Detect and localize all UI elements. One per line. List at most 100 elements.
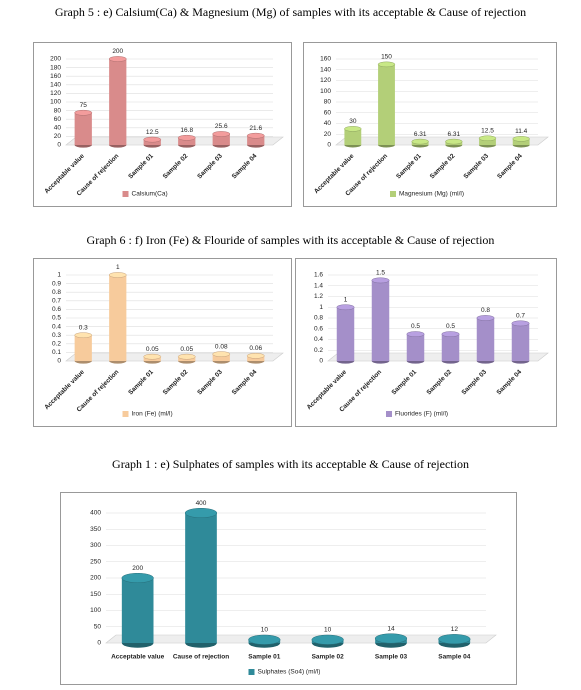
value-label: 0.8	[481, 307, 490, 314]
chart-box: 0 20 40 60 80 100 120 140 160 180 200 75 Acceptable …	[33, 42, 292, 207]
y-tick-label: 0	[97, 640, 101, 647]
x-tick-label: Sample 03	[196, 152, 224, 180]
caption: Graph 5 : e) Calsium(Ca) & Magnesium (Mg…	[54, 5, 527, 19]
x-tick-label: Sample 01	[127, 152, 155, 180]
bar	[371, 280, 390, 361]
y-tick-label: 1.2	[314, 293, 323, 300]
bar-cap	[512, 136, 530, 142]
y-tick-label: 60	[324, 109, 332, 116]
bar-cap	[311, 634, 344, 645]
x-tick-label: Sample 02	[425, 368, 453, 396]
value-label: 1	[116, 264, 120, 271]
value-label: 12.5	[481, 127, 494, 134]
value-label: 200	[112, 48, 123, 55]
y-tick-label: 180	[50, 64, 61, 71]
bar	[212, 354, 230, 361]
legend-swatch	[122, 411, 129, 417]
bar-cap	[74, 109, 93, 116]
value-label: 0.7	[516, 312, 525, 319]
bar-cap	[406, 331, 425, 337]
y-tick-label: 100	[320, 88, 331, 95]
chart-box: 0 0.1 0.2 0.3 0.4 0.5 0.6 0.7 0.8 0.9 1 0.3 Acceptab…	[33, 258, 292, 427]
bar-cap	[212, 131, 231, 137]
value-label: 6.31	[414, 131, 427, 138]
caption: Graph 6 : f) Iron (Fe) & Flouride of sam…	[86, 233, 495, 247]
value-label: 0.05	[180, 346, 193, 353]
chart-box: 0 50 100 150 200 250 300 350 400 200 Acceptable va…	[60, 492, 517, 685]
bar-cap	[143, 353, 162, 360]
y-tick-label: 60	[54, 116, 62, 123]
value-label: 11.4	[515, 128, 528, 135]
y-tick-label: 0.8	[314, 315, 323, 322]
bar	[511, 323, 530, 361]
y-tick-label: 120	[320, 77, 331, 84]
y-tick-label: 150	[90, 591, 101, 598]
y-tick-label: 0.6	[314, 325, 323, 332]
bar-cap	[248, 634, 281, 645]
legend-label: Magnesium (Mg) (ml/l)	[399, 191, 464, 198]
bar	[336, 307, 355, 361]
bar-cap	[246, 353, 265, 359]
y-tick-label: 20	[324, 131, 332, 138]
bar-cap	[177, 134, 196, 141]
chart: 00.10.20.30.40.50.60.70.80.910.3Acceptab…	[43, 264, 284, 418]
y-tick-label: 0.4	[52, 323, 61, 330]
y-tick-label: 100	[50, 99, 61, 106]
value-label: 6.31	[448, 131, 461, 138]
chart: 02040608010012014016018020075Acceptable …	[43, 48, 284, 198]
legend-swatch	[386, 411, 392, 417]
y-tick-label: 160	[320, 56, 331, 63]
y-tick-label: 1.6	[314, 272, 323, 279]
x-tick-label: Sample 04	[231, 368, 259, 396]
bar-cap	[108, 272, 127, 278]
y-tick-label: 0.2	[52, 341, 61, 348]
y-tick-label: 0.2	[314, 347, 323, 354]
x-tick-label: Sample 04	[438, 654, 471, 661]
value-label: 10	[261, 627, 269, 634]
bar-cap	[143, 136, 162, 143]
bar-cap	[445, 138, 463, 145]
bar-cap	[377, 61, 396, 68]
bar	[212, 133, 230, 145]
value-label: 1	[344, 296, 348, 303]
value-label: 25.6	[215, 123, 228, 130]
bar	[406, 334, 425, 361]
value-label: 0.3	[79, 324, 88, 331]
chart-box: 0 0.2 0.4 0.6 0.8 1 1.2 1.4 1.6 1 Acceptable value…	[295, 258, 557, 427]
bar	[74, 335, 92, 361]
y-tick-label: 0.1	[52, 349, 61, 356]
y-tick-label: 200	[50, 56, 61, 63]
bar	[121, 578, 154, 643]
y-tick-label: 0.3	[52, 332, 61, 339]
y-tick-label: 300	[90, 542, 101, 549]
y-tick-label: 350	[90, 526, 101, 533]
y-tick-label: 0	[319, 358, 323, 365]
y-tick-label: 160	[50, 73, 61, 80]
y-tick-label: 40	[324, 120, 332, 127]
x-tick-label: Sample 04	[231, 152, 259, 180]
x-tick-label: Sample 04	[496, 152, 524, 180]
bar	[74, 112, 92, 145]
bar-cap	[344, 126, 362, 132]
x-tick-label: Sample 03	[460, 368, 488, 396]
bar-cap	[371, 277, 390, 284]
y-tick-label: 400	[90, 510, 101, 517]
y-tick-label: 120	[50, 90, 61, 97]
x-tick-label: Sample 03	[196, 368, 224, 396]
value-label: 0.08	[215, 343, 228, 350]
bar-cap	[336, 304, 355, 311]
value-label: 400	[196, 500, 207, 507]
bar-cap	[246, 132, 265, 139]
x-tick-label: Sample 01	[390, 368, 418, 396]
x-tick-label: Sample 02	[162, 368, 190, 396]
y-tick-label: 80	[324, 99, 332, 106]
value-label: 10	[324, 627, 332, 634]
value-label: 14	[387, 625, 395, 632]
y-tick-label: 0.6	[52, 306, 61, 313]
y-tick-label: 140	[320, 66, 331, 73]
value-label: 0.06	[249, 345, 262, 352]
x-tick-label: Sample 03	[375, 654, 408, 661]
